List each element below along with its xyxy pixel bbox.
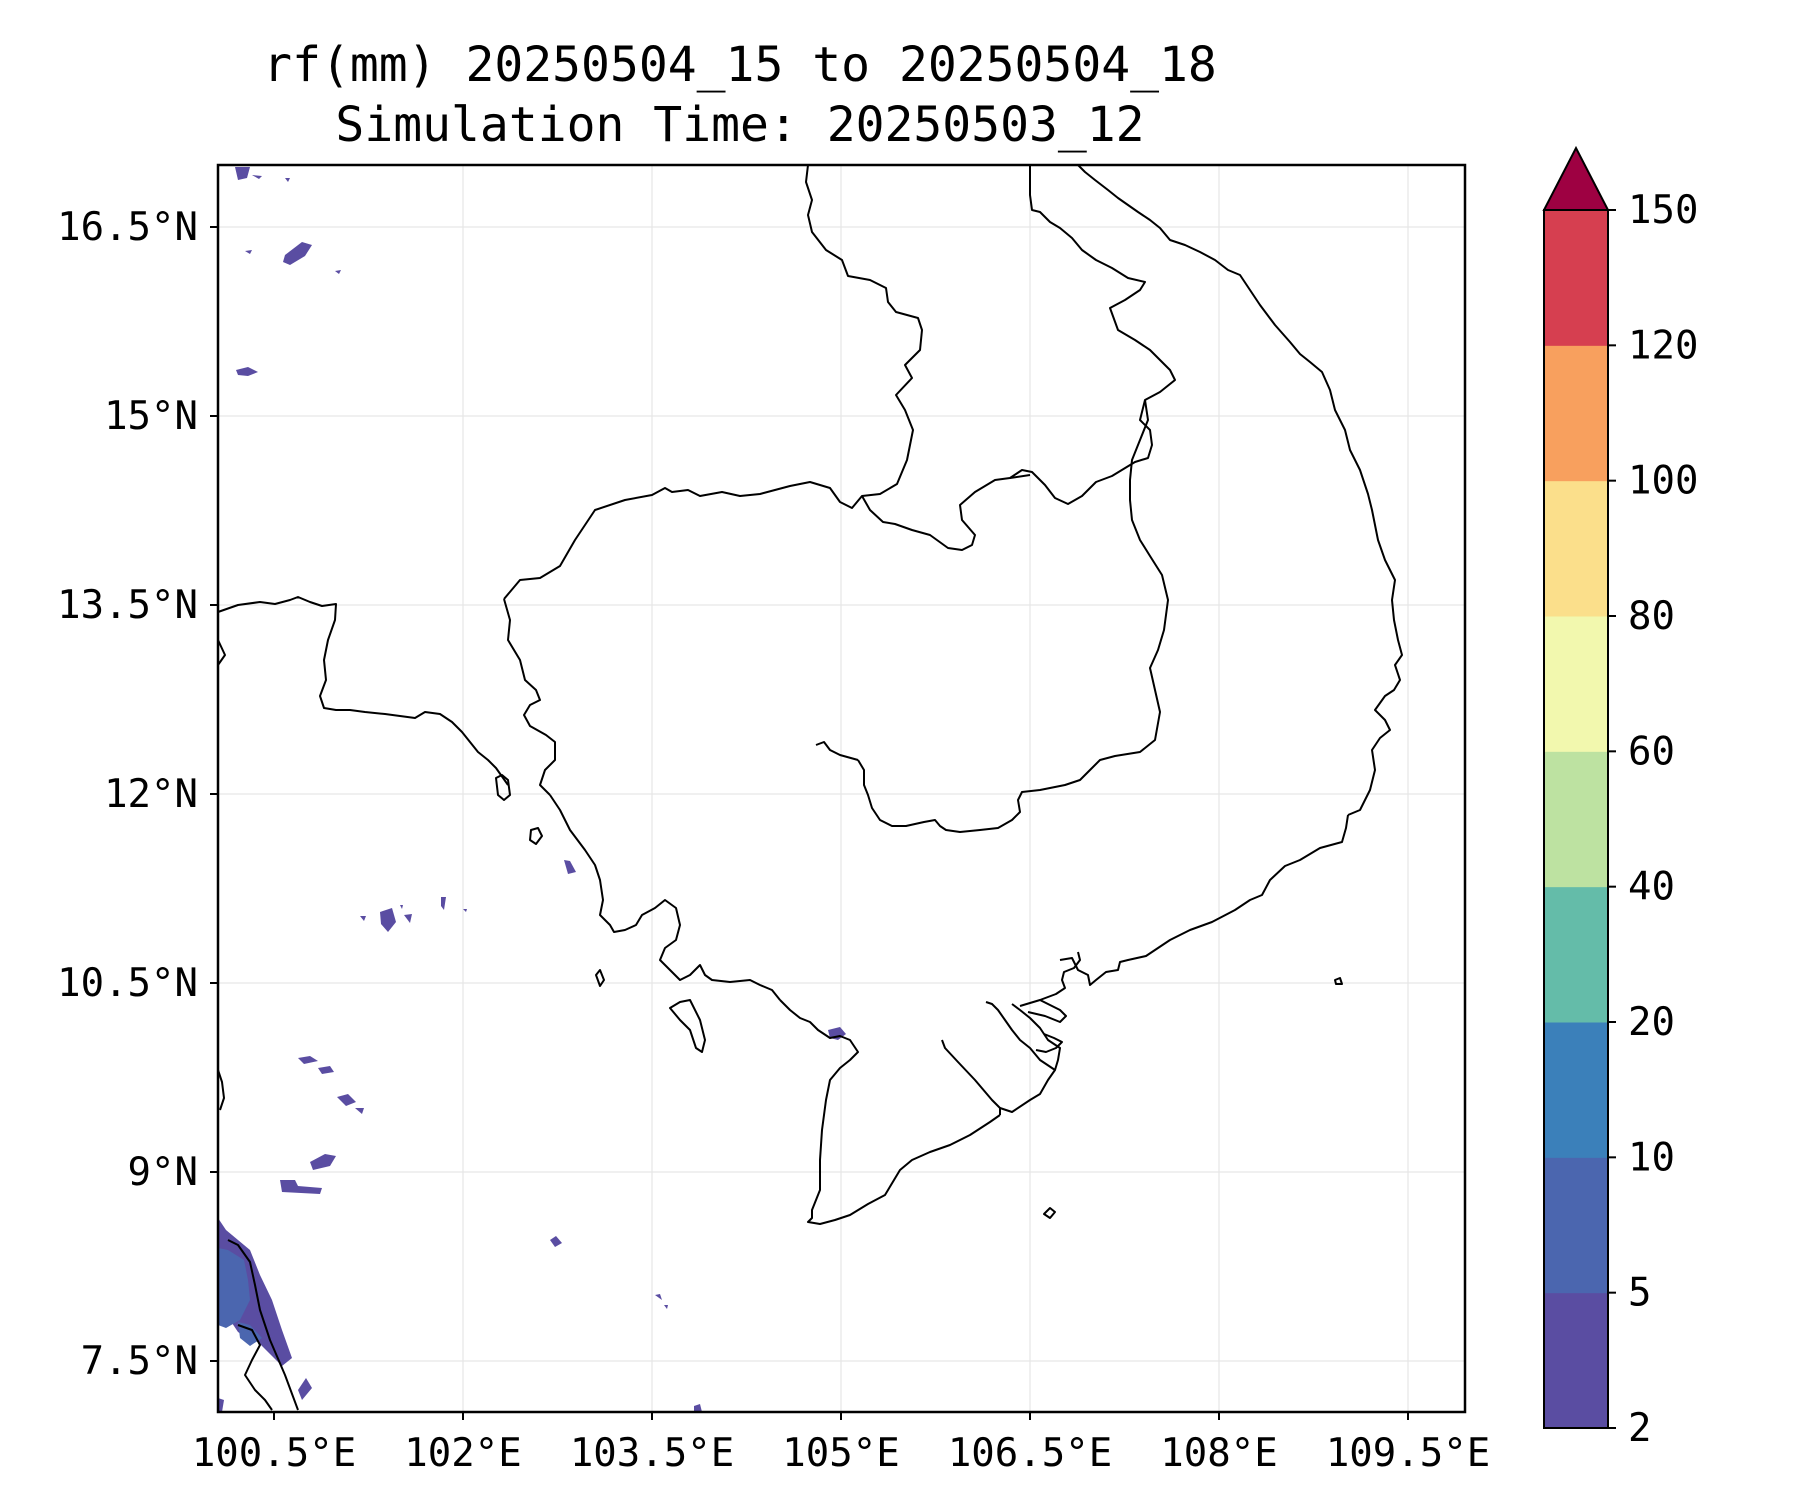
lon-tick-labels: 100.5°E 102°E 103.5°E 105°E 106.5°E 108°… [192, 1431, 1490, 1476]
lon-tick-label: 103.5°E [570, 1431, 734, 1476]
colorbar-extend-arrow [1542, 145, 1610, 211]
lat-tick-label: 10.5°N [57, 961, 198, 1006]
colorbar-tick-label: 20 [1628, 1000, 1675, 1045]
colorbar-tick-label: 40 [1628, 865, 1675, 910]
lon-tick-label: 102°E [404, 1431, 521, 1476]
gridlines [218, 165, 1465, 1412]
colorbar-segment [1544, 480, 1608, 617]
colorbar-tick-label: 150 [1628, 188, 1698, 233]
lon-tick-label: 105°E [782, 1431, 899, 1476]
colorbar-segment [1544, 1292, 1608, 1429]
lat-tick-label: 9°N [128, 1150, 198, 1195]
colorbar-tick-label: 80 [1628, 594, 1675, 639]
colorbar-segment [1544, 886, 1608, 1023]
colorbar-tick-label: 60 [1628, 729, 1675, 774]
lat-tick-label: 12°N [104, 772, 198, 817]
lat-tick-label: 13.5°N [57, 583, 198, 628]
rainfall-contours [218, 167, 846, 1412]
colorbar: 2 5 10 20 40 60 80 100 120 150 [1542, 145, 1698, 1451]
colorbar-tick-label: 100 [1628, 459, 1698, 504]
chart-title-line2: Simulation Time: 20250503_12 [335, 97, 1145, 153]
colorbar-segment [1544, 1157, 1608, 1294]
map-area [216, 163, 1467, 1414]
colorbar-segment [1544, 751, 1608, 888]
lat-tick-label: 16.5°N [57, 205, 198, 250]
colorbar-labels: 2 5 10 20 40 60 80 100 120 150 [1608, 188, 1698, 1451]
coastlines-borders [217, 164, 1403, 1411]
lat-tick-label: 15°N [104, 394, 198, 439]
lon-tick-label: 100.5°E [192, 1431, 356, 1476]
colorbar-segment [1544, 345, 1608, 482]
lat-tick-labels: 16.5°N 15°N 13.5°N 12°N 10.5°N 9°N 7.5°N [57, 205, 198, 1384]
colorbar-segment [1544, 210, 1608, 346]
colorbar-tick-label: 120 [1628, 323, 1698, 368]
lon-tick-label: 109.5°E [1326, 1431, 1490, 1476]
colorbar-tick-label: 10 [1628, 1135, 1675, 1180]
lon-tick-label: 108°E [1160, 1431, 1277, 1476]
colorbar-tick-label: 2 [1628, 1406, 1651, 1451]
colorbar-segment [1544, 1022, 1608, 1158]
colorbar-segments [1543, 209, 1609, 1429]
axis-ticks [210, 226, 1409, 1420]
chart-title-line1: rf(mm) 20250504_15 to 20250504_18 [263, 37, 1217, 93]
lon-tick-label: 106.5°E [948, 1431, 1112, 1476]
colorbar-segment [1544, 616, 1608, 752]
lat-tick-label: 7.5°N [81, 1339, 198, 1384]
colorbar-tick-label: 5 [1628, 1271, 1651, 1316]
